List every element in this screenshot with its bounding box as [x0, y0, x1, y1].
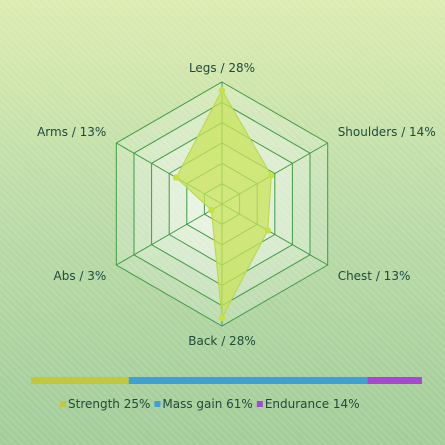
- bar-segment-1: [128, 377, 368, 384]
- radar-series: [173, 86, 275, 322]
- radar-point-3: [218, 314, 226, 322]
- axis-label-3: Back / 28%: [188, 334, 255, 348]
- legend-swatch-2: [256, 401, 263, 407]
- radar-axis-labels: Legs / 28% Shoulders / 14% Chest / 13% Back…: [37, 61, 436, 348]
- axis-label-2: Chest / 13%: [338, 269, 411, 283]
- radar-point-0: [218, 86, 226, 94]
- axis-label-1: Shoulders / 14%: [338, 125, 436, 139]
- radar-point-5: [173, 174, 180, 181]
- legend-swatch-0: [60, 401, 66, 407]
- bar-segment-0: [31, 377, 129, 384]
- axis-label-4: Abs / 3%: [54, 269, 107, 283]
- bar-segment-2: [367, 377, 422, 384]
- radar-spoke-4: [116, 203, 223, 266]
- axis-label-5: Arms / 13%: [37, 125, 106, 139]
- legend-label-1: Mass gain 61%: [162, 397, 252, 411]
- radar-point-2: [264, 227, 271, 234]
- bar-legend: Strength 25% Mass gain 61% Endurance 14%: [60, 397, 360, 411]
- legend-swatch-1: [154, 401, 161, 407]
- radar-point-1: [268, 172, 275, 179]
- legend-label-2: Endurance 14%: [265, 397, 360, 411]
- legend-label-0: Strength 25%: [68, 397, 150, 411]
- axis-label-0: Legs / 28%: [189, 61, 255, 75]
- radar-point-4: [208, 206, 215, 214]
- stacked-bar: [31, 377, 422, 384]
